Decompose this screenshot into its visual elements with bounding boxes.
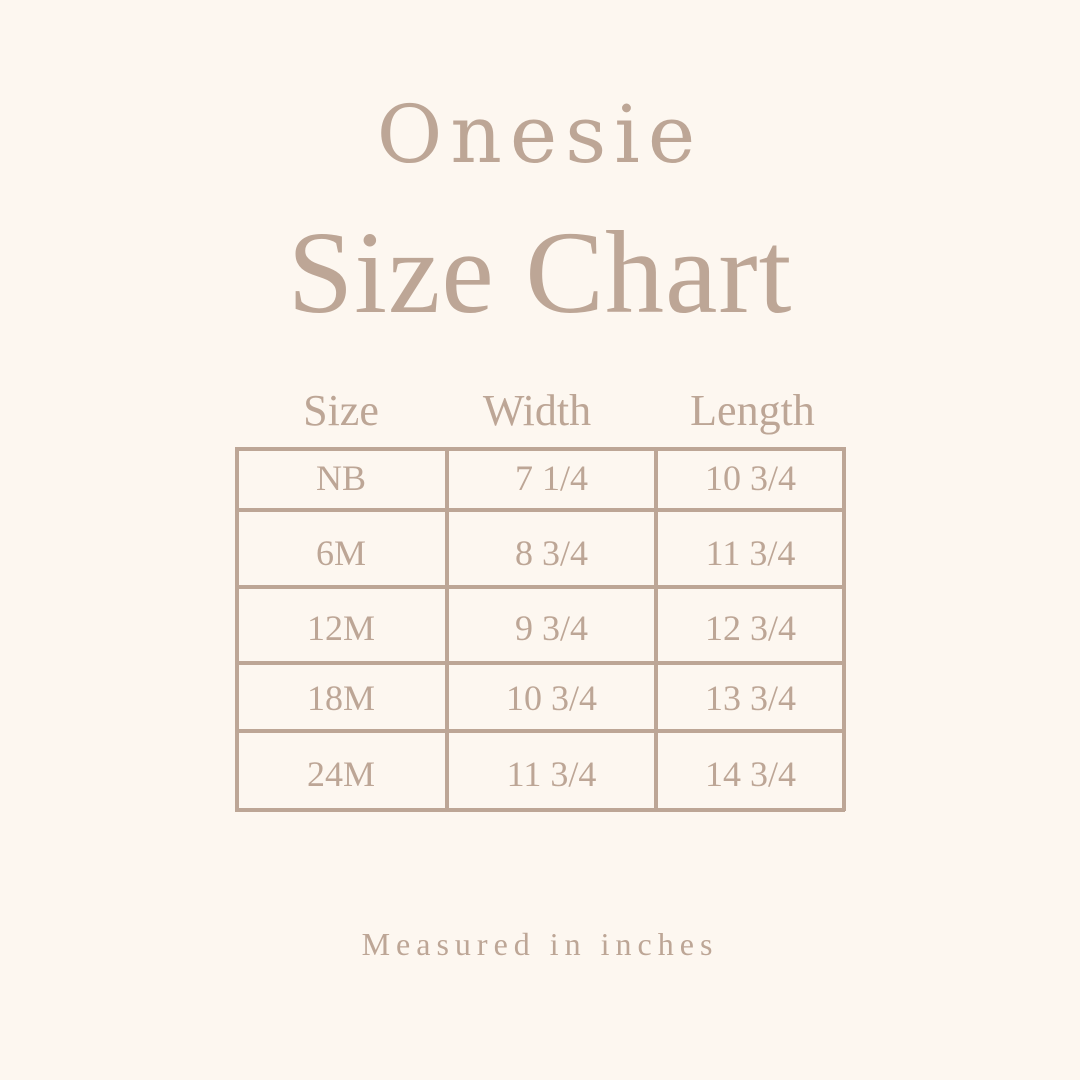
- cell-length: 14 3/4: [704, 754, 796, 794]
- title-size-chart: Size Chart: [287, 207, 793, 338]
- table-line: [235, 447, 845, 451]
- cell-size: 12M: [306, 608, 375, 648]
- table-line: [842, 447, 846, 811]
- title-onesie: Onesie: [376, 88, 704, 181]
- cell-size: NB: [315, 458, 366, 498]
- cell-width: 7 1/4: [514, 458, 588, 498]
- table-line: [445, 447, 449, 811]
- cell-size: 24M: [306, 754, 375, 794]
- table-line: [235, 508, 845, 512]
- cell-width: 8 3/4: [514, 533, 588, 573]
- table-line: [235, 447, 239, 811]
- cell-width: 9 3/4: [514, 608, 588, 648]
- cell-length: 10 3/4: [704, 458, 796, 498]
- table-line: [654, 447, 658, 811]
- size-table: [235, 447, 846, 812]
- table-line: [235, 661, 845, 665]
- cell-width: 10 3/4: [505, 678, 597, 718]
- header-length: Length: [690, 386, 815, 435]
- cell-length: 12 3/4: [704, 608, 796, 648]
- table-line: [235, 585, 845, 589]
- header-width: Width: [482, 386, 592, 435]
- cell-size: 18M: [306, 678, 375, 718]
- cell-length: 11 3/4: [705, 533, 796, 573]
- cell-size: 6M: [315, 533, 366, 573]
- table-line: [235, 808, 845, 812]
- table-line: [235, 729, 845, 733]
- footer-note: Measured in inches: [361, 926, 719, 962]
- header-size: Size: [303, 386, 379, 435]
- cell-length: 13 3/4: [704, 678, 796, 718]
- cell-width: 11 3/4: [506, 754, 597, 794]
